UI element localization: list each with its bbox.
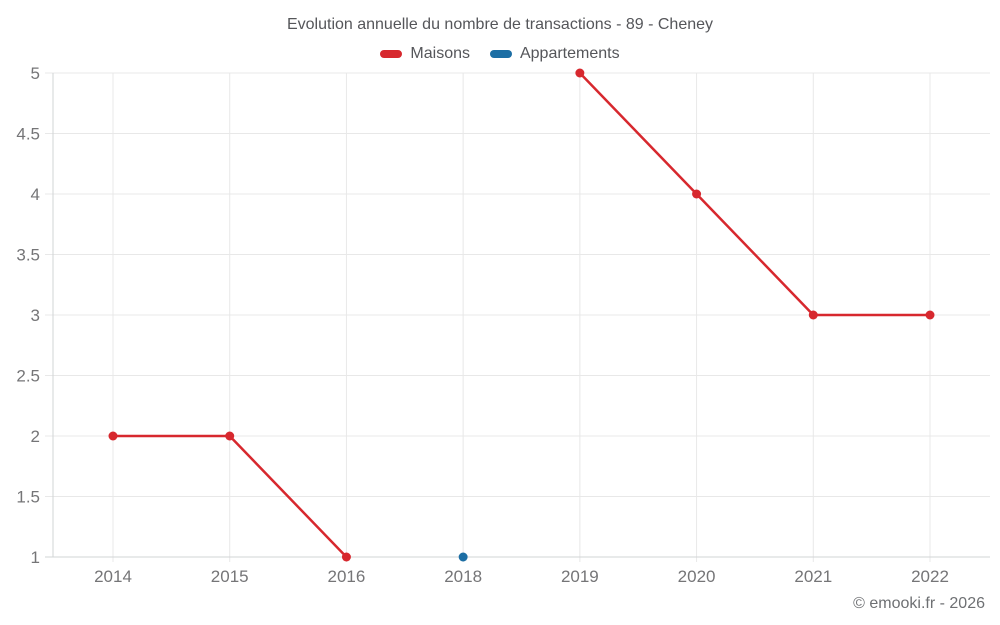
- x-tick-label: 2021: [794, 567, 832, 586]
- y-tick-label: 4: [31, 185, 40, 204]
- data-point-maisons[interactable]: [808, 310, 818, 320]
- maisons-series-swatch-icon: [380, 50, 403, 58]
- data-point-maisons[interactable]: [575, 68, 585, 78]
- data-point-maisons[interactable]: [225, 431, 235, 441]
- legend-item-appartements[interactable]: Appartements: [489, 45, 620, 63]
- appartements-series-swatch-icon: [489, 50, 512, 58]
- data-point-maisons[interactable]: [341, 552, 351, 562]
- x-tick-label: 2022: [911, 567, 949, 586]
- y-tick-label: 3: [31, 306, 40, 325]
- legend-label-maisons: Maisons: [410, 45, 470, 62]
- series-line-maisons: [578, 71, 932, 317]
- chart-legend: Maisons Appartements: [0, 45, 1000, 63]
- x-tick-label: 2019: [561, 567, 599, 586]
- y-tick-label: 1.5: [16, 488, 40, 507]
- y-tick-label: 5: [31, 64, 40, 83]
- y-tick-label: 4.5: [16, 125, 40, 144]
- x-tick-label: 2018: [444, 567, 482, 586]
- legend-label-appartements: Appartements: [519, 45, 620, 62]
- data-point-maisons[interactable]: [925, 310, 935, 320]
- x-tick-label: 2015: [211, 567, 249, 586]
- x-tick-label: 2016: [328, 567, 366, 586]
- data-point-maisons[interactable]: [108, 431, 118, 441]
- y-tick-label: 1: [31, 548, 40, 567]
- y-tick-label: 3.5: [16, 246, 40, 265]
- chart-title: Evolution annuelle du nombre de transact…: [286, 16, 714, 33]
- y-tick-label: 2: [31, 427, 40, 446]
- x-tick-label: 2020: [678, 567, 716, 586]
- copyright-text: © emooki.fr - 2026: [853, 595, 985, 612]
- legend-item-maisons[interactable]: Maisons: [380, 45, 470, 63]
- y-tick-label: 2.5: [16, 367, 40, 386]
- data-point-appartements[interactable]: [458, 552, 468, 562]
- x-tick-label: 2014: [94, 567, 132, 586]
- data-point-maisons[interactable]: [692, 189, 702, 199]
